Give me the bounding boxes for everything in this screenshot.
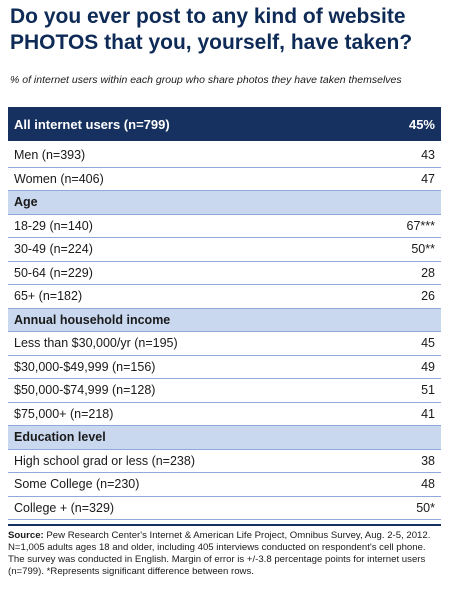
table-row: $75,000+ (n=218) 41 [8, 403, 441, 426]
row-label: Education level [14, 430, 106, 445]
row-label: All internet users (n=799) [14, 116, 170, 132]
table-row: 18-29 (n=140) 67*** [8, 215, 441, 238]
row-value: 47 [421, 171, 435, 186]
row-label: 30-49 (n=224) [14, 242, 93, 257]
row-label: 65+ (n=182) [14, 289, 83, 304]
row-label: Less than $30,000/yr (n=195) [14, 336, 178, 351]
row-label: College + (n=329) [14, 500, 115, 515]
row-value: 41 [421, 406, 435, 421]
row-value: 50** [411, 242, 435, 257]
table-row: College + (n=329) 50* [8, 497, 441, 520]
row-value: 49 [421, 359, 435, 374]
row-value: 26 [421, 289, 435, 304]
row-label: Men (n=393) [14, 148, 86, 163]
row-value: 28 [421, 265, 435, 280]
table-row: Less than $30,000/yr (n=195) 45 [8, 332, 441, 356]
table-row: 30-49 (n=224) 50** [8, 238, 441, 262]
section-header-row: Age [8, 191, 441, 215]
chart-subtitle: % of internet users within each group wh… [10, 74, 402, 86]
row-value: 45% [408, 116, 435, 132]
table-row: Some College (n=230) 48 [8, 473, 441, 497]
section-header-row: Education level [8, 426, 441, 450]
row-label: Some College (n=230) [14, 477, 140, 492]
row-label: 18-29 (n=140) [14, 218, 93, 233]
page-title: Do you ever post to any kind of website … [10, 5, 413, 54]
row-value: 38 [421, 453, 435, 468]
row-label: 50-64 (n=229) [14, 265, 93, 280]
row-label: Annual household income [14, 312, 171, 327]
row-label: $75,000+ (n=218) [14, 406, 114, 421]
source-note: Source: Pew Research Center's Internet &… [8, 524, 441, 578]
row-value: 45 [421, 336, 435, 351]
table-row: $50,000-$74,999 (n=128) 51 [8, 379, 441, 403]
source-label: Source: [8, 530, 44, 541]
row-value: 51 [421, 383, 435, 398]
source-text: Pew Research Center's Internet & America… [8, 530, 431, 577]
table-row: Women (n=406) 47 [8, 168, 441, 191]
table-row: 50-64 (n=229) 28 [8, 262, 441, 285]
total-row: All internet users (n=799) 45% [8, 107, 441, 144]
row-label: High school grad or less (n=238) [14, 453, 195, 468]
row-value: 67*** [406, 218, 436, 233]
table-row: High school grad or less (n=238) 38 [8, 450, 441, 473]
table-row: Men (n=393) 43 [8, 144, 441, 168]
data-table: All internet users (n=799) 45% Men (n=393)… [8, 107, 441, 520]
row-value: 48 [421, 477, 435, 492]
table-row: 65+ (n=182) 26 [8, 285, 441, 309]
section-header-row: Annual household income [8, 308, 441, 332]
row-value: 43 [421, 148, 435, 163]
table-row: $30,000-$49,999 (n=156) 49 [8, 356, 441, 379]
row-value: 50* [416, 500, 435, 515]
row-label: $30,000-$49,999 (n=156) [14, 359, 156, 374]
row-label: Age [14, 195, 38, 210]
row-label: Women (n=406) [14, 171, 104, 186]
row-label: $50,000-$74,999 (n=128) [14, 383, 156, 398]
